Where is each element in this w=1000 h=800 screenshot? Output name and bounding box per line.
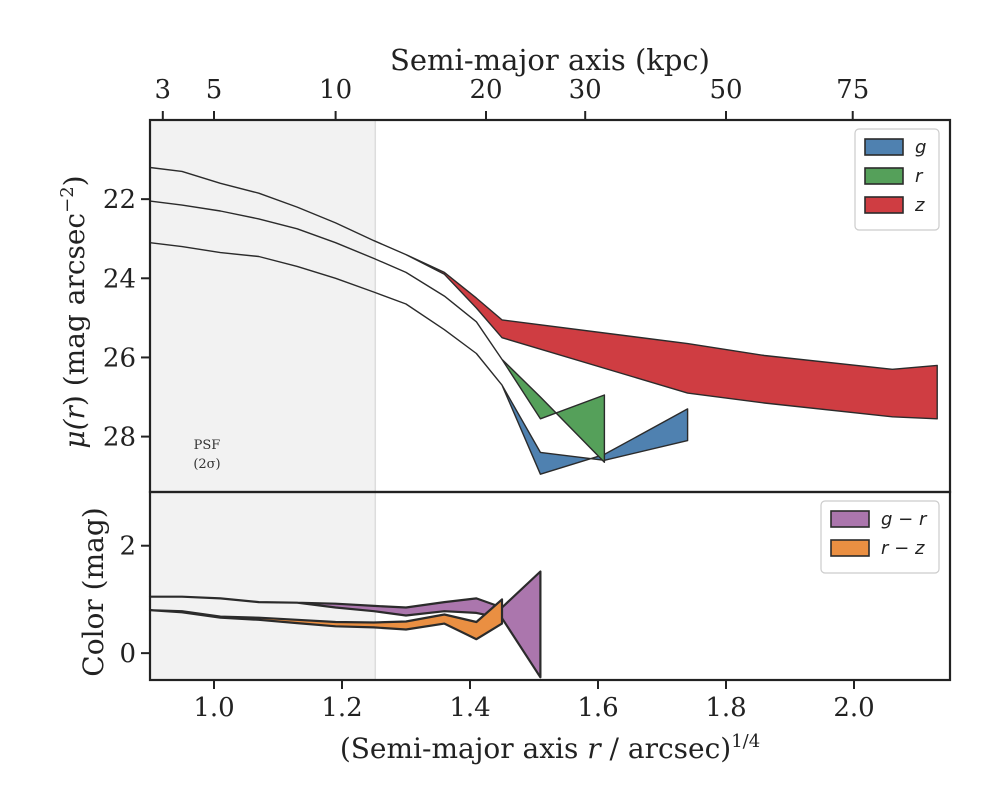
y-tick-label: 26 <box>103 343 136 373</box>
psf-label-sigma: (2σ) <box>193 457 220 472</box>
y-axis-label-surface-brightness: μ(r) (mag arcsec−2) <box>57 175 91 448</box>
x-tick-label: 1.2 <box>321 693 362 723</box>
series-band-r-minus-z <box>148 598 504 641</box>
top-tick-label: 50 <box>709 75 742 105</box>
x-tick-label: 1.0 <box>193 693 234 723</box>
x-tick-label: 1.4 <box>449 693 490 723</box>
legend-swatch-r-minus-z <box>830 539 870 557</box>
top-tick-label: 10 <box>319 75 352 105</box>
top-axis-label: Semi-major axis (kpc) <box>390 43 710 77</box>
legend-swatch-z <box>864 196 904 214</box>
x-tick-label: 1.6 <box>577 693 618 723</box>
psf-region <box>150 120 377 680</box>
x-tick-label: 2.0 <box>833 693 874 723</box>
legend-label-z: z <box>914 195 925 216</box>
series-band-g-minus-r <box>148 570 542 679</box>
legends: grz g − r r − z <box>820 128 940 574</box>
y-tick-label: 2 <box>119 532 136 562</box>
legend-swatch-g <box>864 138 904 156</box>
legend-swatch-g-minus-r <box>830 510 870 528</box>
x-axis-label: (Semi-major axis r / arcsec)1/4 <box>340 731 760 765</box>
series-band-r <box>149 200 606 463</box>
y-axis-label-color: Color (mag) <box>77 507 110 676</box>
axes-frame <box>148 490 952 682</box>
top-tick-label: 20 <box>469 75 502 105</box>
top-tick-label: 75 <box>836 75 869 105</box>
series-band-z <box>149 166 938 420</box>
y-tick-label: 28 <box>103 423 136 453</box>
legend-swatch-r <box>864 167 904 185</box>
legend-label-g: g <box>915 137 926 158</box>
top-tick-label: 3 <box>155 75 172 105</box>
top-tick-label: 30 <box>569 75 602 105</box>
y-tick-label: 22 <box>103 185 136 215</box>
legend-label-r-minus-z: r − z <box>881 538 925 559</box>
series-band-g <box>149 242 689 475</box>
axes-layer: 22 24 26 28 3 5 10 20 30 50 75 0 2 1.0 1.2 1.4 1.6 1.8 2.0 <box>103 75 952 723</box>
y-tick-label: 24 <box>103 264 136 294</box>
y-tick-label: 0 <box>119 639 136 669</box>
series-layer <box>148 166 938 679</box>
legend-label-g-minus-r: g − r <box>881 509 928 530</box>
top-tick-label: 5 <box>206 75 223 105</box>
x-tick-label: 1.8 <box>705 693 746 723</box>
psf-shade <box>150 120 376 492</box>
psf-shade <box>150 492 376 680</box>
psf-label: PSF <box>194 438 221 453</box>
legend-label-r: r <box>915 166 924 187</box>
